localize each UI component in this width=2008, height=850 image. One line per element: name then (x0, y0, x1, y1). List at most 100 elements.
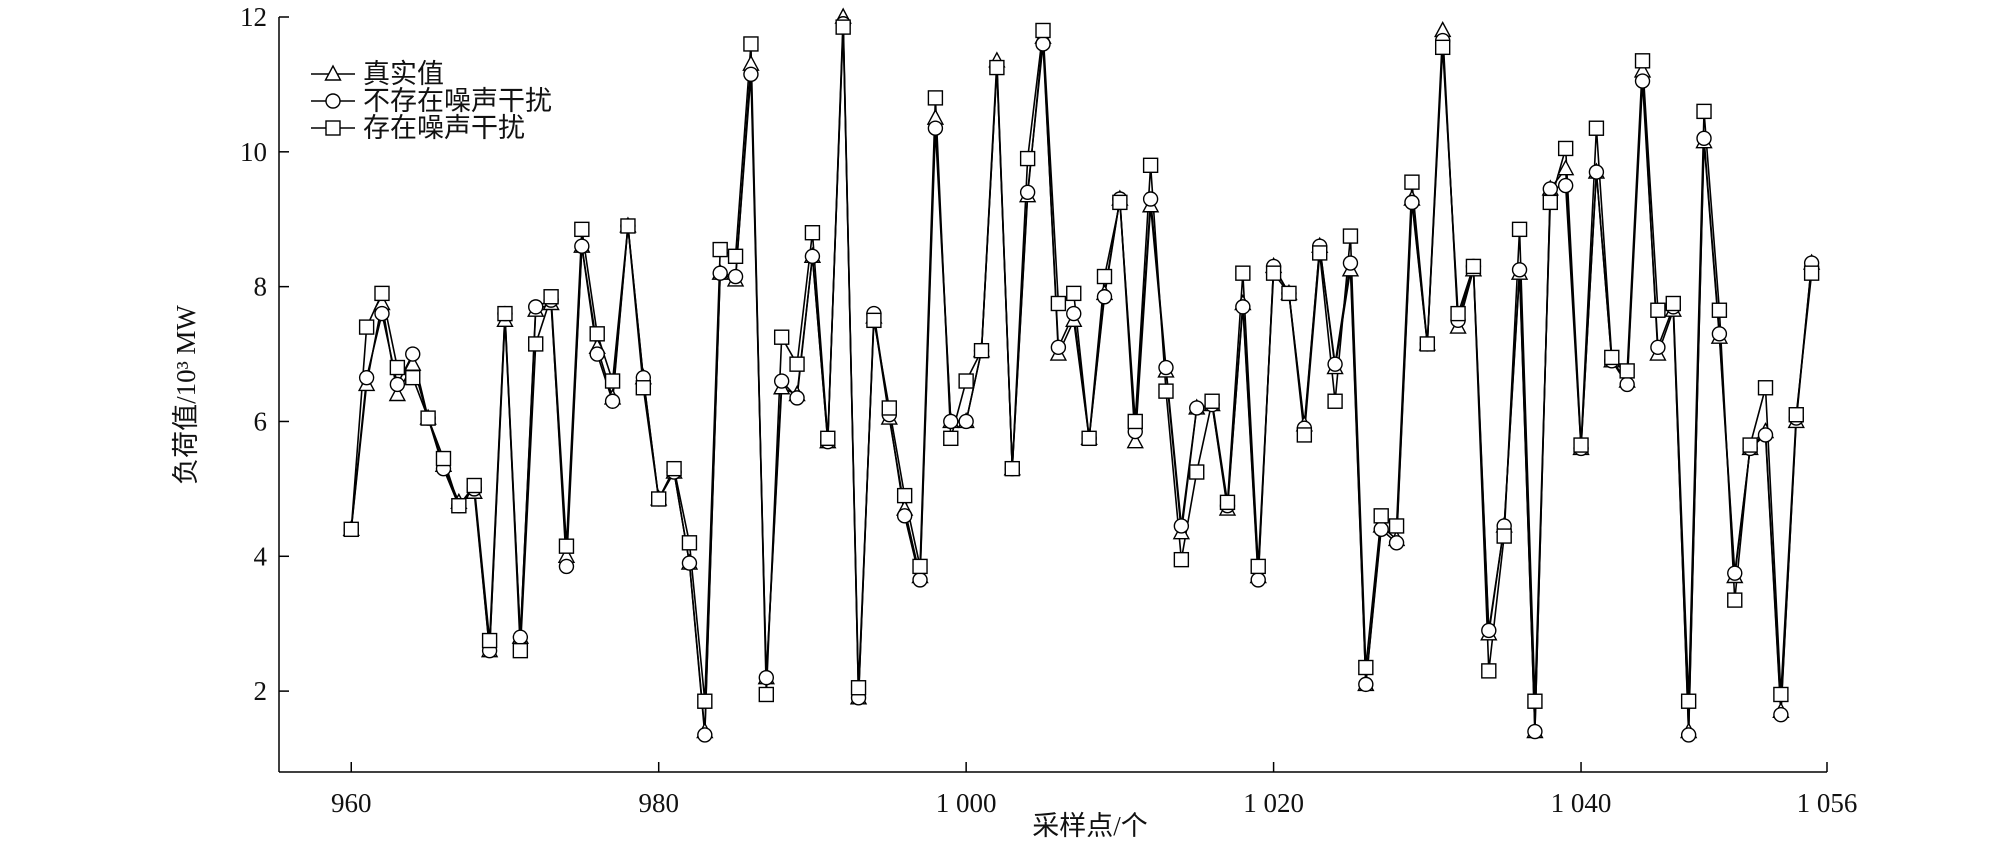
x-tick-label: 960 (331, 788, 372, 818)
point (405, 369, 421, 386)
point (1696, 103, 1712, 120)
point (1189, 400, 1205, 416)
point (912, 572, 928, 588)
point (1557, 140, 1574, 157)
y-tick-label: 10 (240, 137, 267, 167)
point (789, 356, 805, 372)
point (481, 632, 498, 649)
point (1404, 194, 1420, 211)
point (1481, 663, 1497, 679)
point (1235, 299, 1251, 315)
point (1650, 302, 1666, 318)
point (1204, 393, 1220, 409)
point (1173, 518, 1190, 534)
point (681, 535, 698, 551)
legend-label: 真实值 (363, 59, 444, 89)
x-tick-label: 1 056 (1797, 788, 1858, 818)
point (1142, 157, 1159, 174)
point (1096, 268, 1113, 285)
point (743, 66, 759, 82)
point (451, 498, 467, 514)
point (1757, 380, 1774, 396)
point (543, 289, 559, 305)
y-tick-label: 8 (254, 272, 268, 302)
point (1696, 130, 1712, 147)
point (835, 19, 851, 35)
point (1419, 336, 1436, 352)
point (666, 460, 682, 477)
point (1296, 427, 1313, 443)
point (497, 305, 513, 322)
point (1711, 326, 1728, 342)
point (435, 450, 452, 467)
x-tick-label: 1 000 (936, 788, 997, 818)
point (1219, 494, 1236, 511)
legend-label: 存在噪声干扰 (363, 113, 525, 143)
point (1327, 356, 1343, 372)
point (1465, 258, 1482, 275)
point (1496, 528, 1512, 544)
point (1142, 191, 1159, 207)
point (528, 299, 544, 315)
point (1634, 73, 1651, 89)
point (1665, 295, 1681, 312)
point (1542, 194, 1558, 211)
point (558, 538, 575, 554)
point (758, 686, 775, 703)
point (758, 669, 775, 686)
point (1066, 285, 1082, 302)
point (1096, 289, 1113, 305)
point (1511, 221, 1528, 238)
point (1235, 265, 1251, 281)
point (512, 629, 529, 645)
point (574, 221, 590, 238)
y-tick-label: 2 (254, 676, 268, 706)
point (1650, 339, 1666, 356)
point (1373, 521, 1389, 538)
point (1588, 164, 1605, 180)
point (1066, 305, 1082, 322)
point (1158, 383, 1174, 399)
point (1557, 177, 1574, 194)
point (1358, 676, 1374, 693)
point (1081, 430, 1097, 447)
point (374, 285, 390, 302)
point (989, 59, 1005, 76)
point (358, 369, 375, 386)
point (604, 373, 621, 389)
point (912, 558, 928, 575)
point (1803, 265, 1820, 281)
point (712, 241, 728, 258)
point (1050, 295, 1067, 312)
point (1327, 393, 1343, 409)
point (1035, 36, 1051, 52)
point (927, 120, 944, 136)
point (1511, 262, 1528, 278)
x-axis-label: 采样点/个 (1032, 811, 1148, 841)
point (1634, 53, 1651, 69)
y-tick-label: 6 (254, 406, 268, 436)
point (1265, 265, 1282, 281)
y-tick-label: 12 (240, 2, 267, 32)
point (405, 346, 421, 362)
point (1250, 558, 1266, 575)
point (804, 225, 821, 241)
point (773, 329, 790, 345)
point (727, 248, 744, 265)
point (1312, 245, 1328, 261)
point (1788, 407, 1804, 423)
point (1757, 427, 1774, 443)
point (866, 312, 882, 329)
point (1126, 432, 1144, 449)
point (388, 385, 407, 402)
point (743, 36, 759, 52)
point (1711, 302, 1728, 318)
point (1680, 727, 1697, 743)
point (896, 508, 913, 524)
x-tick-label: 1 020 (1243, 788, 1304, 818)
point (1404, 174, 1420, 190)
point (574, 238, 590, 254)
point (374, 305, 390, 322)
point (804, 248, 821, 265)
point (850, 680, 867, 696)
